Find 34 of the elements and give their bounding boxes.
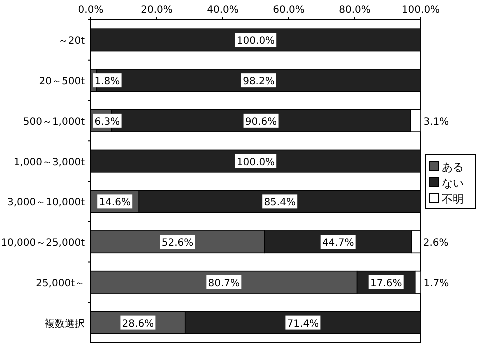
data-label: 100.0% bbox=[236, 157, 276, 168]
data-label: 14.6% bbox=[99, 198, 131, 209]
legend-label: ある bbox=[442, 161, 464, 174]
data-label: 3.1% bbox=[424, 116, 450, 128]
x-tick-label: 60.0% bbox=[273, 5, 305, 16]
x-tick-label: 100.0% bbox=[402, 5, 440, 16]
data-label: 98.2% bbox=[243, 76, 275, 88]
y-tick-label: 複数選択 bbox=[45, 318, 85, 330]
data-label: 1.7% bbox=[424, 278, 450, 290]
y-tick-label: ～20t bbox=[58, 36, 86, 48]
data-label: 90.6% bbox=[245, 116, 278, 128]
data-label: 100.0% bbox=[236, 36, 276, 48]
data-label: 80.7% bbox=[208, 278, 240, 290]
data-label: 71.4% bbox=[287, 318, 320, 330]
data-label: 28.6% bbox=[122, 318, 154, 330]
x-tick-label: 20.0% bbox=[141, 5, 173, 16]
data-label: 1.8% bbox=[94, 76, 120, 88]
data-label: 2.6% bbox=[423, 238, 449, 250]
data-label: 17.6% bbox=[370, 278, 402, 290]
y-tick-label: 3,000～10,000t bbox=[7, 198, 86, 209]
data-label: 85.4% bbox=[264, 198, 296, 209]
y-tick-label: 500～1,000t bbox=[23, 116, 86, 128]
data-label: 52.6% bbox=[162, 238, 194, 250]
x-tick-label: 40.0% bbox=[207, 5, 239, 16]
y-tick-label: 10,000～25,000t bbox=[1, 238, 86, 250]
legend-label: 不明 bbox=[442, 193, 464, 206]
x-tick-label: 80.0% bbox=[339, 5, 371, 16]
y-tick-label: 1,000～3,000t bbox=[14, 157, 86, 168]
y-tick-label: 25,000t～ bbox=[36, 278, 85, 290]
x-tick-label: 0.0% bbox=[78, 5, 104, 16]
legend-label: ない bbox=[442, 177, 464, 190]
data-label: 6.3% bbox=[94, 116, 120, 128]
data-label: 44.7% bbox=[322, 238, 354, 250]
y-tick-label: 20～500t bbox=[39, 76, 86, 88]
